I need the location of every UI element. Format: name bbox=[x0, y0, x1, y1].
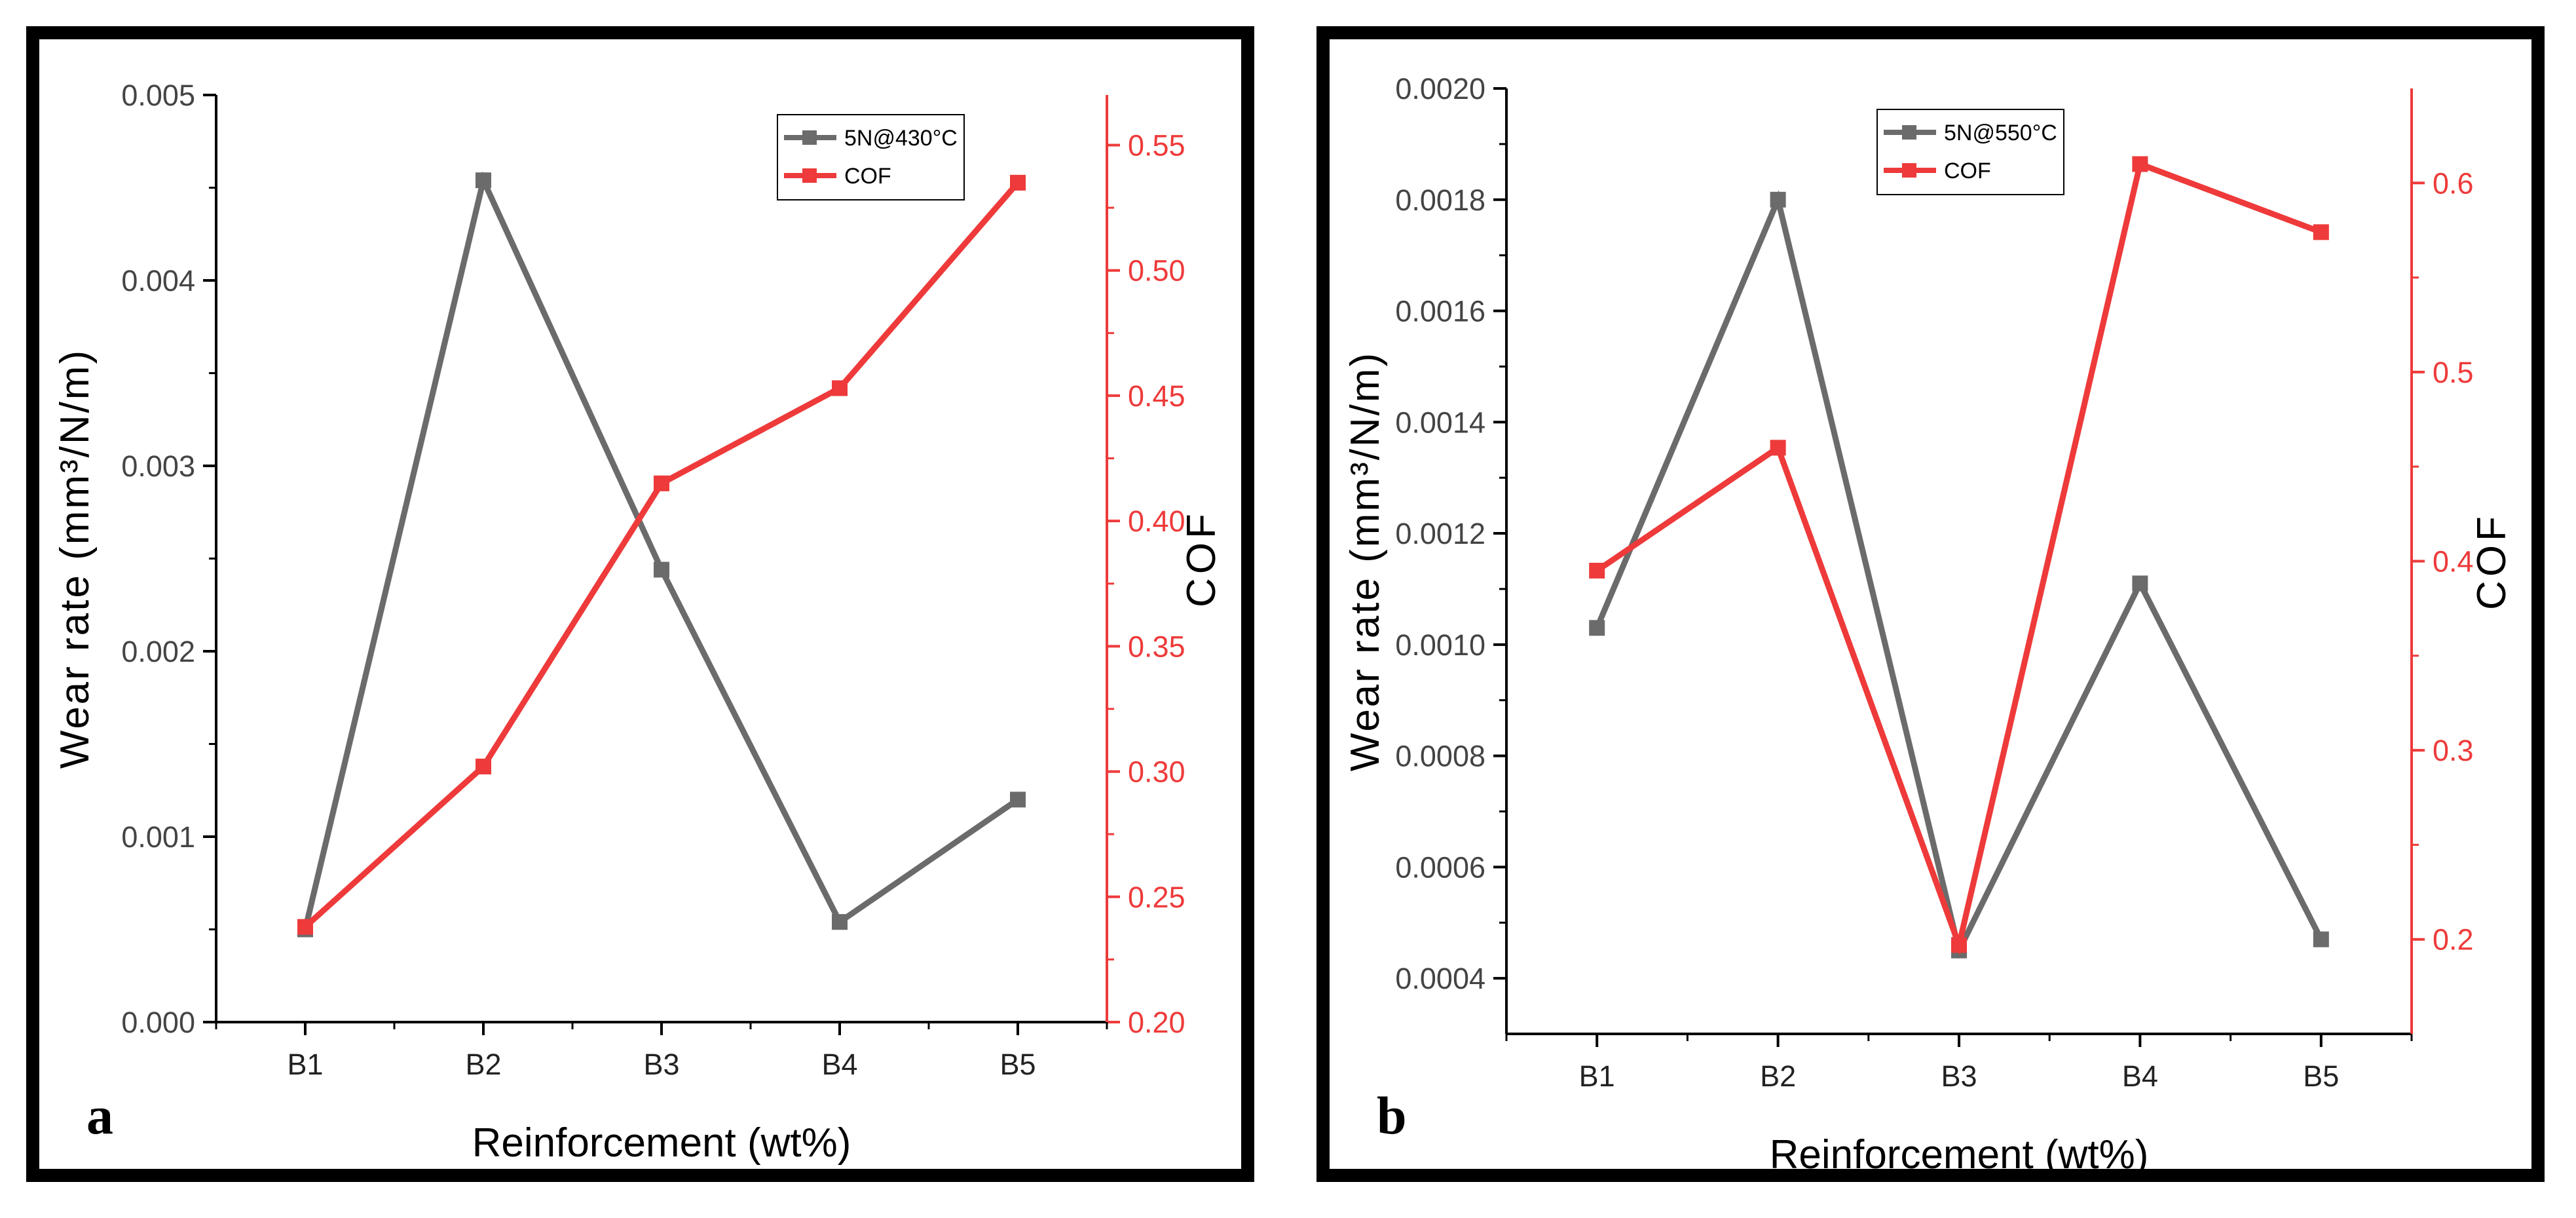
right-tick-label: 0.25 bbox=[1128, 881, 1185, 914]
left-axis-title: Wear rate (mm³/N/m) bbox=[52, 349, 98, 769]
chart-panel-a: 0.000 0.001 0.002 0.003 0.004 0.005 0.20 0.25 0.… bbox=[26, 26, 1254, 1182]
series-line-wear bbox=[1594, 190, 2324, 959]
left-tick-label: 0.0014 bbox=[1395, 406, 1485, 439]
left-axis-title: Wear rate (mm³/N/m) bbox=[1343, 351, 1388, 771]
data-point-cof-b3 bbox=[1951, 937, 1967, 953]
legend-box bbox=[777, 114, 965, 200]
x-axis-title: Reinforcement (wt%) bbox=[472, 1120, 851, 1166]
data-point-cof-b1 bbox=[1589, 562, 1605, 579]
legend-marker-wear bbox=[1902, 125, 1916, 140]
chart-svg-a: 0.000 0.001 0.002 0.003 0.004 0.005 0.20 0.25 0.… bbox=[52, 79, 1224, 1166]
x-tick-label-b3: B3 bbox=[643, 1048, 679, 1081]
left-tick-label: 0.0004 bbox=[1395, 962, 1485, 995]
left-tick-label: 0.0012 bbox=[1395, 517, 1485, 550]
right-tick-label: 0.30 bbox=[1128, 755, 1185, 789]
data-point-cof-b3 bbox=[654, 475, 669, 491]
data-point-wear-b2 bbox=[476, 172, 491, 189]
x-tick-label-b5: B5 bbox=[2303, 1059, 2339, 1093]
panel-label: a bbox=[86, 1086, 113, 1145]
data-point-wear-b5 bbox=[1010, 791, 1026, 808]
right-tick-label: 0.4 bbox=[2433, 545, 2474, 579]
data-point-cof-b5 bbox=[2313, 224, 2329, 240]
legend-label-cof: COF bbox=[844, 164, 891, 189]
series-line-cof bbox=[303, 180, 1020, 930]
left-tick-label: 0.0018 bbox=[1395, 183, 1485, 217]
legend-box bbox=[1876, 109, 2064, 195]
left-tick-label: 0.005 bbox=[121, 79, 195, 112]
data-point-wear-b1 bbox=[1589, 620, 1605, 636]
left-tick-label: 0.0016 bbox=[1395, 295, 1485, 328]
left-tick-label: 0.000 bbox=[121, 1006, 195, 1039]
right-tick-label: 0.5 bbox=[2433, 356, 2474, 389]
x-tick-label-b2: B2 bbox=[1760, 1059, 1796, 1093]
data-point-cof-b4 bbox=[832, 380, 848, 396]
right-tick-label: 0.3 bbox=[2433, 734, 2474, 767]
left-tick-label: 0.003 bbox=[121, 449, 195, 483]
x-tick-label-b5: B5 bbox=[999, 1048, 1036, 1081]
legend-marker-cof bbox=[802, 168, 817, 183]
right-tick-label: 0.35 bbox=[1128, 630, 1185, 663]
x-tick-label-b1: B1 bbox=[1579, 1059, 1615, 1093]
legend-marker-wear bbox=[802, 130, 817, 145]
series-line-cof bbox=[1595, 160, 2323, 956]
right-tick-label: 0.6 bbox=[2433, 166, 2474, 200]
left-tick-label: 0.002 bbox=[121, 635, 195, 668]
legend-label-wear: 5N@430°C bbox=[844, 126, 958, 151]
data-point-wear-b5 bbox=[2313, 931, 2329, 947]
data-point-wear-b3 bbox=[654, 561, 669, 578]
x-tick-label-b3: B3 bbox=[1941, 1059, 1977, 1093]
x-tick-label-b1: B1 bbox=[287, 1048, 323, 1081]
legend-label-cof: COF bbox=[1944, 159, 1991, 183]
data-point-cof-b1 bbox=[297, 919, 313, 935]
data-point-wear-b4 bbox=[2132, 575, 2148, 592]
data-point-wear-b2 bbox=[1770, 191, 1786, 208]
chart-svg-b: 0.0004 0.0006 0.0008 0.0010 0.0012 0.0014 0.00… bbox=[1343, 72, 2514, 1177]
legend-marker-cof bbox=[1902, 163, 1916, 178]
series-line-wear bbox=[302, 171, 1020, 930]
data-point-cof-b2 bbox=[476, 758, 491, 774]
right-tick-label: 0.55 bbox=[1128, 128, 1185, 162]
left-tick-label: 0.004 bbox=[121, 264, 195, 297]
data-point-wear-b4 bbox=[832, 914, 848, 930]
right-tick-label: 0.40 bbox=[1128, 504, 1185, 538]
left-tick-label: 0.0010 bbox=[1395, 628, 1485, 662]
x-tick-label-b4: B4 bbox=[821, 1048, 857, 1081]
left-tick-label: 0.001 bbox=[121, 820, 195, 854]
left-tick-label: 0.0020 bbox=[1395, 72, 1485, 105]
right-axis-title: COF bbox=[1179, 510, 1224, 607]
left-tick-label: 0.0006 bbox=[1395, 850, 1485, 884]
left-tick-label: 0.0008 bbox=[1395, 740, 1485, 773]
right-tick-label: 0.50 bbox=[1128, 254, 1185, 288]
right-tick-label: 0.2 bbox=[2433, 923, 2474, 957]
data-point-cof-b5 bbox=[1010, 174, 1026, 191]
legend-label-wear: 5N@550°C bbox=[1944, 121, 2057, 145]
x-tick-label-b2: B2 bbox=[465, 1048, 501, 1081]
data-point-cof-b4 bbox=[2132, 156, 2148, 172]
x-axis-title: Reinforcement (wt%) bbox=[1770, 1132, 2149, 1177]
panel-label: b bbox=[1377, 1086, 1407, 1145]
data-point-cof-b2 bbox=[1770, 440, 1786, 456]
right-tick-label: 0.20 bbox=[1128, 1006, 1185, 1039]
right-tick-label: 0.45 bbox=[1128, 379, 1185, 413]
chart-panel-b: 0.0004 0.0006 0.0008 0.0010 0.0012 0.0014 0.00… bbox=[1316, 26, 2545, 1182]
x-tick-label-b4: B4 bbox=[2122, 1059, 2158, 1093]
right-axis-title: COF bbox=[2469, 512, 2514, 610]
